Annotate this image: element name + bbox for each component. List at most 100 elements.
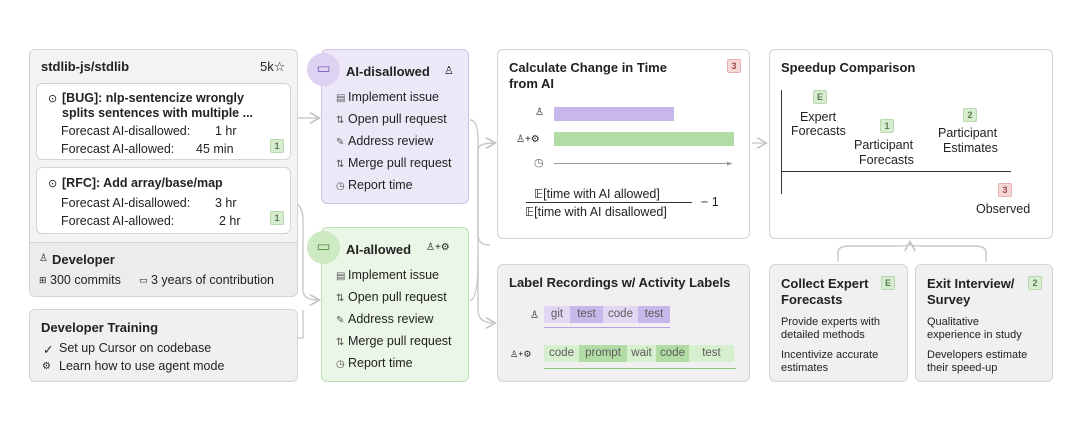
forecast-allowed-label: Forecast AI-allowed: bbox=[61, 142, 175, 156]
ai-timeline bbox=[544, 368, 736, 369]
person-icon: ♙ bbox=[39, 253, 48, 264]
issue-title-line1: [BUG]: nlp-sentencize wrongly bbox=[62, 91, 244, 105]
formula-numerator: 𝔼[time with AI allowed] bbox=[534, 187, 660, 201]
person-robot-icon: ♙+⚙ bbox=[510, 349, 532, 359]
issue-badge: 1 bbox=[270, 139, 284, 153]
repo-name[interactable]: stdlib-js/stdlib bbox=[41, 59, 130, 74]
expert-text1-line2: detailed methods bbox=[781, 329, 865, 341]
repo-stars: 5k☆ bbox=[260, 59, 285, 75]
training-item-1: Set up Cursor on codebase bbox=[59, 341, 212, 355]
laptop-icon: ▭ bbox=[307, 231, 340, 264]
change-badge: 3 bbox=[727, 59, 741, 73]
robot-icon: ⚙ bbox=[42, 361, 51, 372]
exit-interview-title-line2: Survey bbox=[927, 292, 971, 307]
y-axis bbox=[781, 90, 782, 194]
forecast-disallowed-label: Forecast AI-disallowed: bbox=[61, 124, 191, 138]
ai-allowed-card: ▭ AI-allowed ♙+⚙ ▤ Implement issue ⇅ Open … bbox=[307, 227, 469, 382]
step-label: Implement issue bbox=[348, 90, 440, 104]
commit-count: 300 commits bbox=[50, 273, 121, 287]
issue-card-2[interactable]: ⊙ [RFC]: Add array/base/map Forecast AI-… bbox=[36, 167, 291, 234]
training-item-2: Learn how to use agent mode bbox=[59, 359, 225, 373]
expert-line1: Expert bbox=[800, 110, 837, 124]
formula-denominator: 𝔼[time with AI disallowed] bbox=[525, 205, 667, 219]
expert-text2-line2: estimates bbox=[781, 362, 829, 374]
step-label: Address review bbox=[348, 134, 434, 148]
activity-label: code bbox=[544, 345, 579, 362]
edit-icon: ✎ bbox=[336, 137, 345, 148]
time-bar-allowed bbox=[554, 132, 734, 146]
ai-allowed-title: AI-allowed bbox=[346, 242, 412, 257]
expert-text2-line1: Incentivize accurate bbox=[781, 349, 879, 361]
activity-label: code bbox=[656, 345, 689, 362]
participant-estimate-badge: 2 bbox=[963, 108, 977, 122]
step-implement: ▤ Implement issue bbox=[336, 268, 439, 282]
step-report: ◷ Report time bbox=[336, 178, 413, 192]
person-robot-icon: ♙+⚙ bbox=[516, 134, 540, 145]
activity-label: test bbox=[638, 306, 670, 323]
clock-icon: ◷ bbox=[534, 157, 544, 169]
merge-icon: ⇅ bbox=[336, 159, 345, 170]
star-icon: ☆ bbox=[273, 59, 286, 74]
step-label: Open pull request bbox=[348, 112, 447, 126]
step-merge: ⇅ Merge pull request bbox=[336, 334, 452, 348]
formula-minus-one: − 1 bbox=[701, 195, 719, 209]
ai-disallowed-card: ▭ AI-disallowed ♙ ▤ Implement issue ⇅ Open… bbox=[307, 49, 469, 204]
merge-icon: ⇅ bbox=[336, 337, 345, 348]
time-bar-disallowed bbox=[554, 107, 674, 121]
participant-estimate-line1: Participant bbox=[938, 126, 998, 140]
pull-request-icon: ⇅ bbox=[336, 293, 345, 304]
person-icon: ♙ bbox=[444, 65, 454, 77]
exit-text1-line2: experience in study bbox=[927, 329, 1022, 341]
doc-icon: ▤ bbox=[336, 93, 346, 104]
developer-section: ♙ Developer ⊞ 300 commits ▭ 3 years of c… bbox=[30, 242, 297, 296]
calculate-change-card: Calculate Change in Time from AI 3 ♙ ♙+⚙… bbox=[497, 49, 750, 239]
expert-line2: Forecasts bbox=[791, 124, 846, 138]
forecast-disallowed-value: 3 hr bbox=[215, 196, 237, 210]
recordings-title: Label Recordings w/ Activity Labels bbox=[509, 275, 731, 290]
participant-estimate-line2: Estimates bbox=[943, 141, 998, 155]
step-merge: ⇅ Merge pull request bbox=[336, 156, 452, 170]
change-title-line2: from AI bbox=[509, 76, 555, 91]
activity-label: prompt bbox=[579, 345, 627, 362]
x-axis bbox=[781, 171, 1011, 172]
step-label: Report time bbox=[348, 178, 413, 192]
exit-interview-badge: 2 bbox=[1028, 276, 1042, 290]
activity-label: test bbox=[570, 306, 603, 323]
step-review: ✎ Address review bbox=[336, 134, 433, 148]
expert-badge: E bbox=[813, 90, 827, 104]
forecast-allowed-label: Forecast AI-allowed: bbox=[61, 214, 175, 228]
time-axis-arrow: ▸ bbox=[727, 158, 732, 168]
issue-title-line2: splits sentences with multiple ... bbox=[62, 106, 254, 120]
observed-badge: 3 bbox=[998, 183, 1012, 197]
exit-interview-title-line1: Exit Interview/ bbox=[927, 276, 1015, 291]
step-implement: ▤ Implement issue bbox=[336, 90, 439, 104]
exit-text2-line2: their speed-up bbox=[927, 362, 998, 374]
issue-icon: ⊙ bbox=[48, 178, 58, 190]
clock-icon: ◷ bbox=[336, 359, 345, 370]
step-open-pr: ⇅ Open pull request bbox=[336, 290, 447, 304]
human-timeline bbox=[544, 327, 670, 328]
step-label: Open pull request bbox=[348, 290, 447, 304]
person-icon: ♙ bbox=[530, 310, 539, 321]
step-review: ✎ Address review bbox=[336, 312, 433, 326]
commit-icon: ⊞ bbox=[39, 275, 47, 285]
observed-label: Observed bbox=[976, 202, 1031, 216]
participant-forecast-line2: Forecasts bbox=[859, 153, 914, 167]
person-robot-icon: ♙+⚙ bbox=[426, 242, 450, 253]
edit-icon: ✎ bbox=[336, 315, 345, 326]
issue-icon: ⊙ bbox=[48, 93, 58, 105]
developer-training-card: Developer Training ✓ Set up Cursor on co… bbox=[29, 309, 298, 382]
issue-card-1[interactable]: ⊙ [BUG]: nlp-sentencize wrongly splits s… bbox=[36, 83, 291, 160]
activity-label: git bbox=[544, 306, 570, 323]
issue-badge: 1 bbox=[270, 211, 284, 225]
activity-label: code bbox=[603, 306, 638, 323]
exit-text2-line1: Developers estimate bbox=[927, 349, 1028, 361]
step-label: Report time bbox=[348, 356, 413, 370]
forecast-disallowed-value: 1 hr bbox=[215, 124, 237, 138]
contribution-years: 3 years of contribution bbox=[151, 273, 274, 287]
step-open-pr: ⇅ Open pull request bbox=[336, 112, 447, 126]
pull-request-icon: ⇅ bbox=[336, 115, 345, 126]
step-label: Merge pull request bbox=[348, 334, 452, 348]
doc-icon: ▤ bbox=[336, 271, 346, 282]
participant-forecast-line1: Participant bbox=[854, 138, 914, 152]
